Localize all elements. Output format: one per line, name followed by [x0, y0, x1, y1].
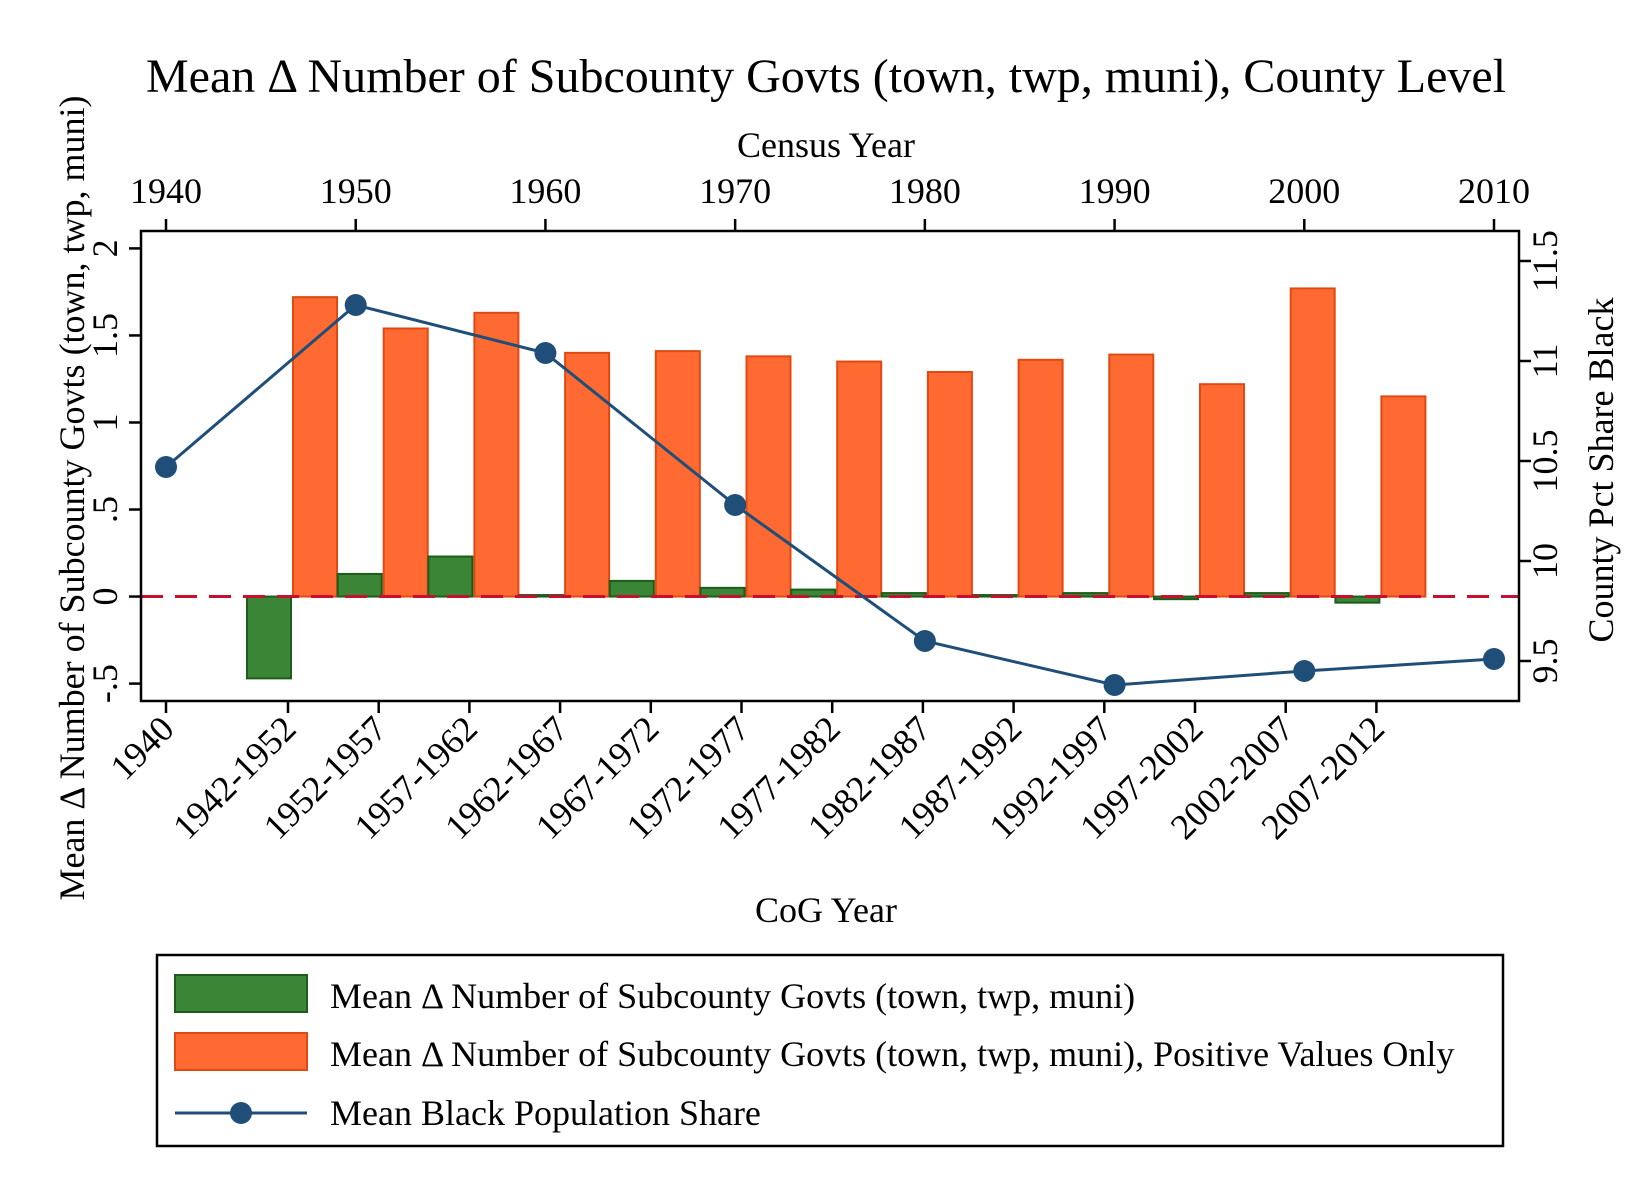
change-bar — [246, 595, 292, 680]
positive-bar — [1108, 353, 1155, 598]
bottom-axis-ticks: 19401942-19521952-19571957-19621962-1967… — [102, 701, 1392, 847]
change-bar — [1334, 595, 1381, 604]
positive-bar — [745, 355, 792, 598]
legend-label-line: Mean Black Population Share — [330, 1093, 761, 1133]
left-axis-label: Mean Δ Number of Subcounty Govts (town, … — [52, 95, 92, 900]
change-bars — [246, 555, 1381, 680]
right-axis-ticks: 9.5 10 10.5 11 11.5 — [1519, 230, 1565, 684]
legend-swatch-green — [174, 974, 308, 1013]
line-point — [534, 342, 557, 364]
top-tick-label: 1970 — [699, 171, 771, 211]
top-tick-label: 2010 — [1458, 171, 1530, 211]
legend-frame — [155, 953, 1505, 1148]
top-axis-ticks: 1940 1950 1960 1970 1980 1990 2000 2010 — [130, 171, 1530, 231]
bottom-tick-label: 1940 — [102, 708, 181, 787]
legend-label-green: Mean Δ Number of Subcounty Govts (town, … — [330, 976, 1135, 1016]
positive-bars — [292, 287, 1427, 598]
left-tick-label: 0 — [85, 588, 125, 606]
right-tick-label: 10.5 — [1525, 430, 1565, 493]
top-tick-label: 1950 — [320, 171, 392, 211]
left-axis-ticks: -.5 0 .5 1 1.5 2 — [85, 239, 141, 703]
right-axis-label: County Pct Share Black — [1581, 298, 1621, 643]
positive-bar — [564, 351, 611, 598]
line-point — [1293, 660, 1316, 682]
positive-bar — [1017, 358, 1064, 598]
positive-bar — [292, 296, 338, 598]
left-tick-label: 1 — [85, 413, 125, 431]
positive-bar — [1199, 383, 1245, 598]
top-tick-label: 1990 — [1079, 171, 1151, 211]
right-tick-label: 10 — [1525, 543, 1565, 579]
change-bar — [1062, 592, 1109, 598]
line-path — [165, 303, 1495, 687]
positive-bar — [654, 350, 701, 598]
change-bar — [790, 588, 837, 598]
right-tick-label: 11 — [1525, 344, 1565, 379]
legend-swatch-orange — [174, 1032, 308, 1071]
black-share-line — [155, 294, 1505, 696]
line-point — [1103, 674, 1126, 696]
top-tick-label: 1940 — [130, 171, 202, 211]
line-point — [1483, 648, 1505, 670]
left-tick-label: -.5 — [85, 664, 125, 703]
positive-bar — [1289, 287, 1336, 598]
legend-label-orange: Mean Δ Number of Subcounty Govts (town, … — [330, 1034, 1454, 1074]
positive-bar — [1380, 395, 1427, 598]
positive-bar — [473, 311, 520, 598]
right-tick-label: 9.5 — [1525, 639, 1565, 684]
left-tick-label: 2 — [85, 239, 125, 257]
change-bar — [336, 572, 383, 598]
legend: Mean Δ Number of Subcounty Govts (town, … — [155, 953, 1505, 1148]
top-tick-label: 2000 — [1268, 171, 1340, 211]
right-tick-label: 11.5 — [1525, 230, 1565, 292]
plot-frame — [139, 229, 1521, 703]
positive-bar — [382, 327, 429, 598]
left-tick-label: 1.5 — [85, 313, 125, 358]
change-bar — [427, 555, 474, 598]
legend-marker — [230, 1102, 252, 1124]
top-tick-label: 1960 — [509, 171, 581, 211]
line-point — [344, 294, 367, 316]
left-tick-label: .5 — [85, 496, 125, 523]
chart-title: Mean Δ Number of Subcounty Govts (town, … — [146, 50, 1506, 103]
top-tick-label: 1980 — [889, 171, 961, 211]
line-point — [155, 456, 177, 478]
line-point — [913, 630, 936, 652]
change-bar — [608, 579, 655, 598]
bottom-axis-label: CoG Year — [755, 890, 897, 930]
line-point — [724, 494, 747, 516]
positive-bar — [836, 360, 883, 598]
top-axis-label: Census Year — [737, 125, 915, 165]
positive-bar — [926, 371, 973, 598]
